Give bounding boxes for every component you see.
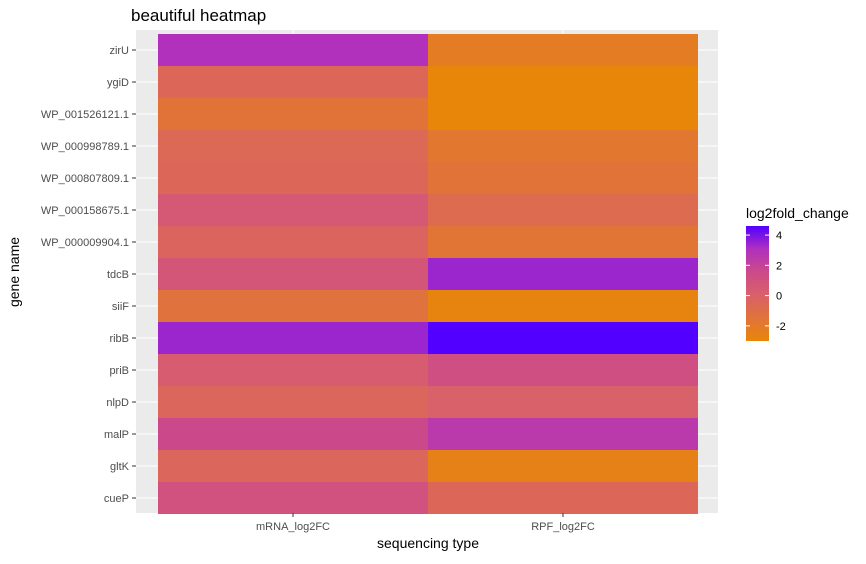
heatmap-cell (158, 482, 428, 514)
chart-title: beautiful heatmap (131, 6, 266, 25)
x-axis-title: sequencing type (377, 535, 479, 551)
heatmap-cell (428, 66, 698, 98)
y-tick-label: siiF (112, 301, 129, 313)
legend-title: log2fold_change (746, 205, 849, 221)
heatmap-cell (158, 98, 428, 130)
legend-colorbar (746, 226, 769, 341)
legend-tick-label: 4 (776, 230, 782, 242)
y-tick-label: zirU (109, 45, 129, 57)
heatmap-cell (428, 98, 698, 130)
y-tick-label: priB (109, 365, 129, 377)
heatmap-cell (158, 226, 428, 258)
heatmap-cell (158, 386, 428, 418)
y-tick-label: nlpD (106, 397, 129, 409)
y-tick-label: WP_000158675.1 (41, 205, 129, 217)
y-tick-label: malP (104, 429, 129, 441)
heatmap-cell (428, 418, 698, 450)
y-tick-label: ribB (109, 333, 129, 345)
y-axis: zirU ygiD WP_001526121.1 WP_000998789.1 WP_0… (41, 45, 136, 505)
heatmap-cell (158, 354, 428, 386)
heatmap-cell (158, 290, 428, 322)
x-axis: mRNA_log2FC RPF_log2FC (256, 513, 595, 533)
heatmap-cell (158, 66, 428, 98)
y-tick-label: ygiD (107, 77, 129, 89)
y-tick-label: WP_000807809.1 (41, 173, 129, 185)
heatmap-cell (428, 290, 698, 322)
heatmap-cell (428, 226, 698, 258)
heatmap-cell (428, 450, 698, 482)
x-tick-label: RPF_log2FC (531, 521, 595, 533)
heatmap-cell (158, 418, 428, 450)
y-tick-label: gltK (110, 461, 130, 473)
y-tick-label: WP_001526121.1 (41, 109, 129, 121)
legend-tick-label: 2 (776, 260, 782, 272)
heatmap-cell (158, 130, 428, 162)
legend-ticks: 4 2 0 -2 (746, 230, 786, 333)
heatmap-cell (428, 258, 698, 290)
y-tick-label: WP_000998789.1 (41, 141, 129, 153)
heatmap-cell (158, 194, 428, 226)
heatmap-cell (428, 130, 698, 162)
heatmap-cell (158, 258, 428, 290)
legend: log2fold_change 4 2 0 -2 (746, 205, 849, 341)
x-tick-label: mRNA_log2FC (256, 521, 330, 533)
y-tick-label: WP_000009904.1 (41, 237, 129, 249)
heatmap-cell (428, 482, 698, 514)
heatmap-cell (428, 162, 698, 194)
heatmap-cell (428, 386, 698, 418)
legend-tick-label: -2 (776, 321, 786, 333)
heatmap-cell (428, 194, 698, 226)
heatmap-cell (158, 450, 428, 482)
heatmap-cells (158, 34, 698, 514)
y-axis-title: gene name (6, 237, 22, 307)
heatmap-cell (428, 354, 698, 386)
y-tick-label: tdcB (107, 269, 129, 281)
heatmap-cell (428, 34, 698, 66)
legend-tick-label: 0 (776, 291, 782, 303)
heatmap-cell (158, 162, 428, 194)
heatmap-cell (428, 322, 698, 354)
heatmap-cell (158, 322, 428, 354)
y-tick-label: cueP (104, 493, 129, 505)
heatmap-cell (158, 34, 428, 66)
